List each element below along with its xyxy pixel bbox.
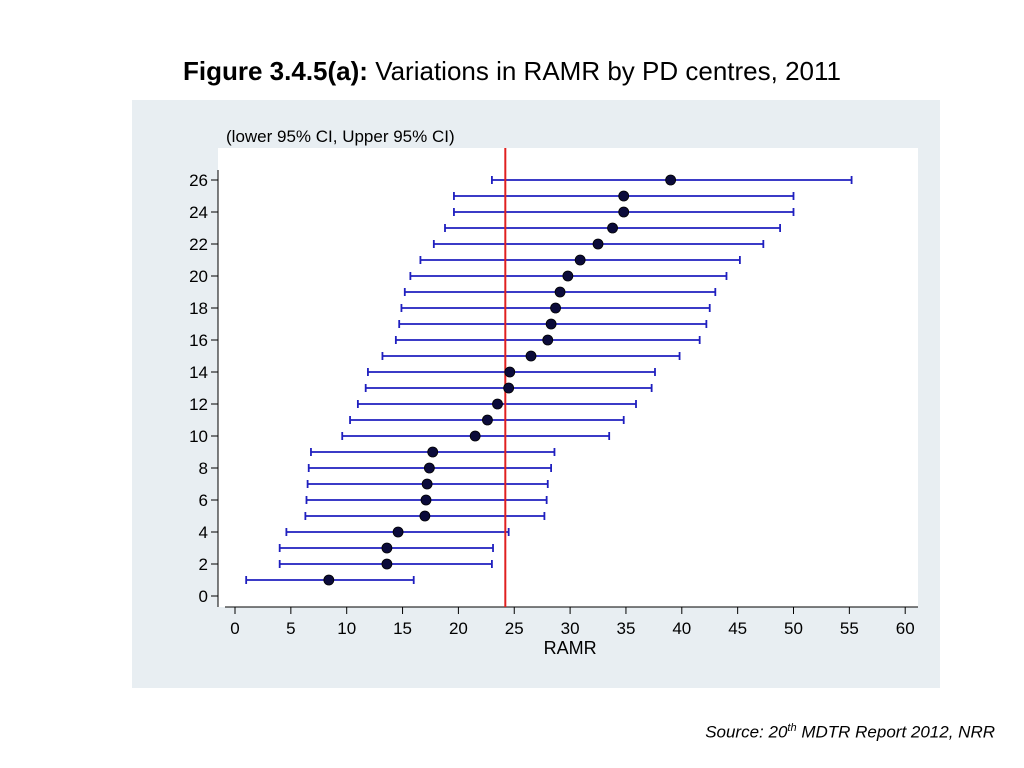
x-tick-label: 15 [393,619,412,638]
y-tick-label: 16 [189,331,208,350]
y-tick-label: 10 [189,427,208,446]
y-tick-label: 22 [189,235,208,254]
x-tick-label: 20 [449,619,468,638]
data-marks [245,148,853,607]
x-tick-label: 40 [672,619,691,638]
data-point [492,398,503,410]
figure-title-number: Figure 3.4.5(a): [183,56,368,86]
source-note: Source: 20th MDTR Report 2012, NRR [705,722,995,743]
data-point [592,238,604,250]
source-suffix: MDTR Report 2012, NRR [796,722,995,742]
source-superscript: th [787,722,797,734]
forest-plot: (lower 95% CI, Upper 95% CI) 02468101214… [132,100,940,688]
y-tick-label: 26 [189,171,208,190]
y-tick-label: 12 [189,395,208,414]
source-prefix: Source: 20 [705,722,788,742]
data-point [618,206,630,218]
data-point [469,430,481,442]
data-point [420,494,432,506]
y-tick-label: 18 [189,299,208,318]
x-tick-label: 45 [728,619,747,638]
data-point [550,302,561,314]
data-point [381,558,393,570]
data-point [381,542,393,554]
y-tick-label: 0 [199,587,208,606]
data-point [392,526,404,538]
chart-panel: (lower 95% CI, Upper 95% CI) 0 2 4 6 8 10 12 14… [132,100,940,688]
x-tick-label: 30 [561,619,580,638]
x-axis-label: RAMR [544,638,597,658]
y-tick-label: 20 [189,267,208,286]
data-point [419,510,431,522]
x-tick-label: 50 [784,619,803,638]
data-point [504,366,516,378]
x-tick-label: 35 [616,619,635,638]
data-point [665,174,677,186]
figure-title-text: Variations in RAMR by PD centres, 2011 [375,56,841,86]
chart-subtitle: (lower 95% CI, Upper 95% CI) [226,127,455,146]
y-tick-label: 8 [199,459,208,478]
data-point [421,478,433,490]
y-tick-label: 6 [199,491,208,510]
data-point [574,254,586,266]
data-point [554,286,566,298]
x-tick-label: 55 [840,619,859,638]
figure-title: Figure 3.4.5(a): Variations in RAMR by P… [0,56,1024,87]
plot-area [218,148,918,607]
data-point [618,190,630,202]
data-point [607,222,618,234]
x-tick-label: 60 [896,619,915,638]
data-point [423,462,435,474]
y-tick-label: 14 [189,363,208,382]
data-point [542,334,554,346]
y-tick-label: 24 [189,203,208,222]
data-point [545,318,557,330]
x-tick-label: 10 [337,619,356,638]
y-tick-label: 2 [199,555,208,574]
data-point [503,382,515,394]
y-tick-label: 4 [199,523,208,542]
x-tick-label: 25 [505,619,524,638]
data-point [562,270,574,282]
data-point [482,414,493,426]
data-point [323,574,335,586]
data-point [525,350,537,362]
x-tick-label: 5 [286,619,295,638]
data-point [427,446,439,458]
x-tick-label: 0 [230,619,239,638]
